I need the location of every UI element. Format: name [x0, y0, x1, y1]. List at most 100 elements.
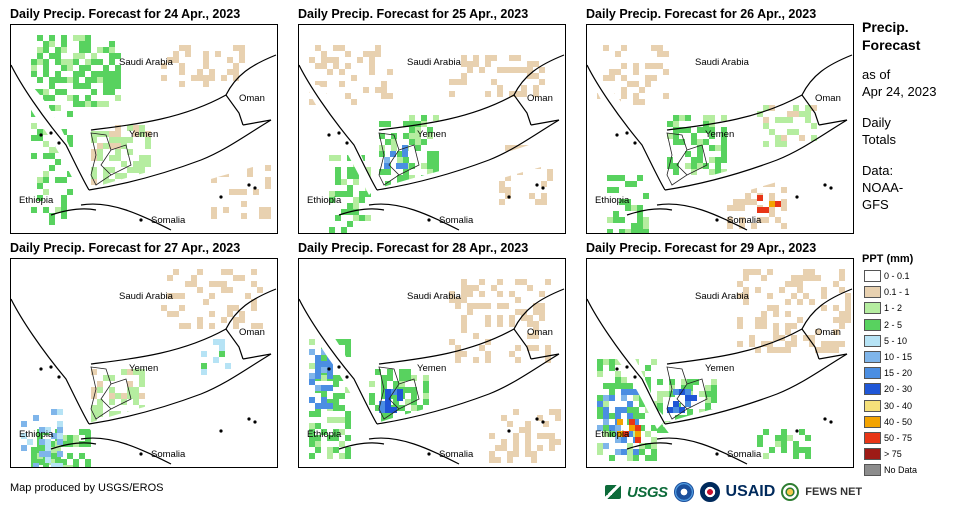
legend-label: 20 - 30: [884, 384, 913, 395]
map-label-saudi: Saudi Arabia: [119, 57, 173, 68]
legend-swatch: [864, 367, 881, 380]
forecast-panel-3: Daily Precip. Forecast for 26 Apr., 2023…: [586, 4, 866, 236]
legend-swatch: [864, 415, 881, 428]
map-label-yemen: Yemen: [129, 363, 159, 374]
legend-label: 1 - 2: [884, 303, 903, 314]
precip-map: Saudi Arabia Oman Yemen Ethiopia Somalia: [586, 24, 854, 234]
asof-date: Apr 24, 2023: [862, 84, 937, 99]
panel-title: Daily Precip. Forecast for 26 Apr., 2023: [586, 7, 817, 21]
legend-row: No Data: [864, 462, 917, 478]
legend-row: 10 - 15: [864, 349, 917, 365]
fews-net-logo-text: FEWS NET: [805, 486, 863, 498]
asof-label: as of: [862, 67, 891, 82]
legend-swatch: [864, 448, 881, 461]
legend-row: 30 - 40: [864, 398, 917, 414]
forecast-panel-2: Daily Precip. Forecast for 25 Apr., 2023…: [298, 4, 578, 236]
map-credit: Map produced by USGS/EROS: [10, 482, 164, 494]
legend-swatch: [864, 399, 881, 412]
totals-label-1: Daily: [862, 115, 891, 130]
legend-row: 0.1 - 1: [864, 284, 917, 300]
side-info: Precip. Forecast as of Apr 24, 2023 Dail…: [862, 18, 962, 213]
forecast-panel-6: Daily Precip. Forecast for 29 Apr., 2023…: [586, 238, 866, 470]
map-label-ethiopia: Ethiopia: [19, 195, 54, 206]
panel-title: Daily Precip. Forecast for 27 Apr., 2023: [10, 241, 241, 255]
map-label-saudi: Saudi Arabia: [407, 57, 461, 68]
usgs-logo-icon: [605, 485, 621, 499]
legend-swatch: [864, 351, 881, 364]
legend-swatch: [864, 270, 881, 283]
legend-row: 40 - 50: [864, 414, 917, 430]
map-label-yemen: Yemen: [417, 363, 447, 374]
legend-swatch: [864, 334, 881, 347]
legend-swatch: [864, 464, 881, 477]
map-label-saudi: Saudi Arabia: [407, 291, 461, 302]
legend-swatch: [864, 318, 881, 331]
map-label-ethiopia: Ethiopia: [307, 429, 342, 440]
panel-title: Daily Precip. Forecast for 29 Apr., 2023: [586, 241, 817, 255]
legend-label: No Data: [884, 465, 918, 476]
map-label-saudi: Saudi Arabia: [695, 291, 749, 302]
precip-map: Saudi Arabia Oman Yemen Ethiopia Somalia: [298, 258, 566, 468]
map-label-ethiopia: Ethiopia: [307, 195, 342, 206]
legend-swatch: [864, 286, 881, 299]
data-label-2: NOAA-: [862, 180, 904, 195]
legend-swatch: [864, 383, 881, 396]
logo-strip: USGS USAID FEWS NET: [605, 480, 862, 504]
map-label-saudi: Saudi Arabia: [695, 57, 749, 68]
map-label-somalia: Somalia: [727, 449, 762, 460]
map-label-somalia: Somalia: [727, 215, 762, 226]
map-label-somalia: Somalia: [151, 215, 186, 226]
precip-map: Saudi Arabia Oman Yemen Ethiopia Somalia: [10, 258, 278, 468]
usaid-logo-text: USAID: [725, 483, 776, 500]
legend-row: 0 - 0.1: [864, 268, 917, 284]
side-heading-1: Precip.: [862, 19, 909, 35]
map-label-oman: Oman: [815, 93, 841, 104]
precip-map: Saudi Arabia Oman Yemen Ethiopia Somalia: [586, 258, 854, 468]
legend-label: 0.1 - 1: [884, 287, 910, 298]
map-label-ethiopia: Ethiopia: [19, 429, 54, 440]
map-label-oman: Oman: [527, 327, 553, 338]
legend-label: 5 - 10: [884, 335, 908, 346]
side-heading-2: Forecast: [862, 37, 921, 53]
forecast-panel-5: Daily Precip. Forecast for 28 Apr., 2023…: [298, 238, 578, 470]
legend-label: 30 - 40: [884, 400, 913, 411]
panel-title: Daily Precip. Forecast for 25 Apr., 2023: [298, 7, 529, 21]
precip-map: Saudi Arabia Oman Yemen Ethiopia Somalia: [298, 24, 566, 234]
legend-row: > 75: [864, 446, 917, 462]
map-label-somalia: Somalia: [439, 215, 474, 226]
panel-title: Daily Precip. Forecast for 28 Apr., 2023: [298, 241, 529, 255]
legend-title: PPT (mm): [862, 253, 914, 265]
legend-swatch: [864, 431, 881, 444]
map-label-somalia: Somalia: [439, 449, 474, 460]
legend-label: 10 - 15: [884, 352, 913, 363]
legend-label: 0 - 0.1: [884, 271, 910, 282]
legend-swatch: [864, 302, 881, 315]
legend-row: 50 - 75: [864, 430, 917, 446]
totals-label-2: Totals: [862, 132, 896, 147]
map-label-ethiopia: Ethiopia: [595, 195, 630, 206]
forecast-panel-1: Daily Precip. Forecast for 24 Apr., 2023…: [10, 4, 290, 236]
legend-label: 2 - 5: [884, 319, 903, 330]
map-label-oman: Oman: [527, 93, 553, 104]
map-label-yemen: Yemen: [705, 129, 735, 140]
legend-row: 1 - 2: [864, 300, 917, 316]
fews-net-logo-icon: [781, 483, 800, 501]
legend-row: 5 - 10: [864, 333, 917, 349]
legend-label: 40 - 50: [884, 416, 913, 427]
map-label-oman: Oman: [239, 93, 265, 104]
map-label-yemen: Yemen: [129, 129, 159, 140]
panel-title: Daily Precip. Forecast for 24 Apr., 2023: [10, 7, 241, 21]
map-label-somalia: Somalia: [151, 449, 186, 460]
usaid-seal-icon: [699, 482, 720, 502]
legend-label: 15 - 20: [884, 368, 913, 379]
legend-row: 20 - 30: [864, 381, 917, 397]
noaa-logo-icon: [673, 482, 694, 502]
map-label-saudi: Saudi Arabia: [119, 291, 173, 302]
usgs-logo-text: USGS: [627, 483, 668, 501]
forecast-panel-4: Daily Precip. Forecast for 27 Apr., 2023…: [10, 238, 290, 470]
map-label-oman: Oman: [815, 327, 841, 338]
map-label-ethiopia: Ethiopia: [595, 429, 630, 440]
legend: 0 - 0.1 0.1 - 1 1 - 2 2 - 5 5 - 10 10 - 15 15 …: [864, 268, 917, 478]
precip-map: Saudi Arabia Oman Yemen Ethiopia Somalia: [10, 24, 278, 234]
map-label-oman: Oman: [239, 327, 265, 338]
